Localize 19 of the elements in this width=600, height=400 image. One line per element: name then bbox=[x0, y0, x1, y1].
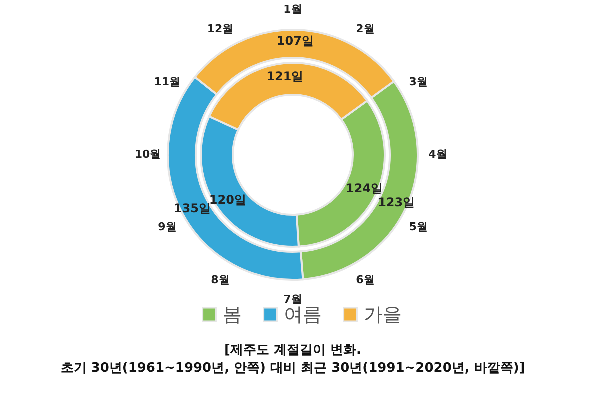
text: 10월 bbox=[134, 148, 162, 161]
legend-label: 여름 bbox=[284, 304, 322, 326]
text: 4월 bbox=[428, 148, 448, 161]
text: 12월 bbox=[207, 22, 234, 36]
text: 5월 bbox=[409, 220, 428, 234]
text: [제주도 계절길이 변화. bbox=[224, 343, 362, 358]
legend-label: 봄 bbox=[223, 304, 242, 326]
text: 8월 bbox=[211, 274, 230, 287]
legend-label: 가을 bbox=[364, 304, 402, 326]
text: 초기 30년(1961~1990년, 안쪽) 대비 최근 30년(1991~2020년, 바깥쪽)] bbox=[60, 361, 526, 376]
data-label: 107일 bbox=[276, 34, 314, 48]
text: 9월 bbox=[158, 220, 177, 234]
text: 2월 bbox=[356, 22, 375, 36]
text: 7월 bbox=[284, 293, 302, 306]
text: 3월 bbox=[409, 76, 428, 88]
text: 6월 bbox=[356, 274, 375, 287]
text: 11월 bbox=[154, 76, 181, 88]
text: 1월 bbox=[284, 3, 302, 16]
data-label: 121일 bbox=[266, 69, 304, 84]
